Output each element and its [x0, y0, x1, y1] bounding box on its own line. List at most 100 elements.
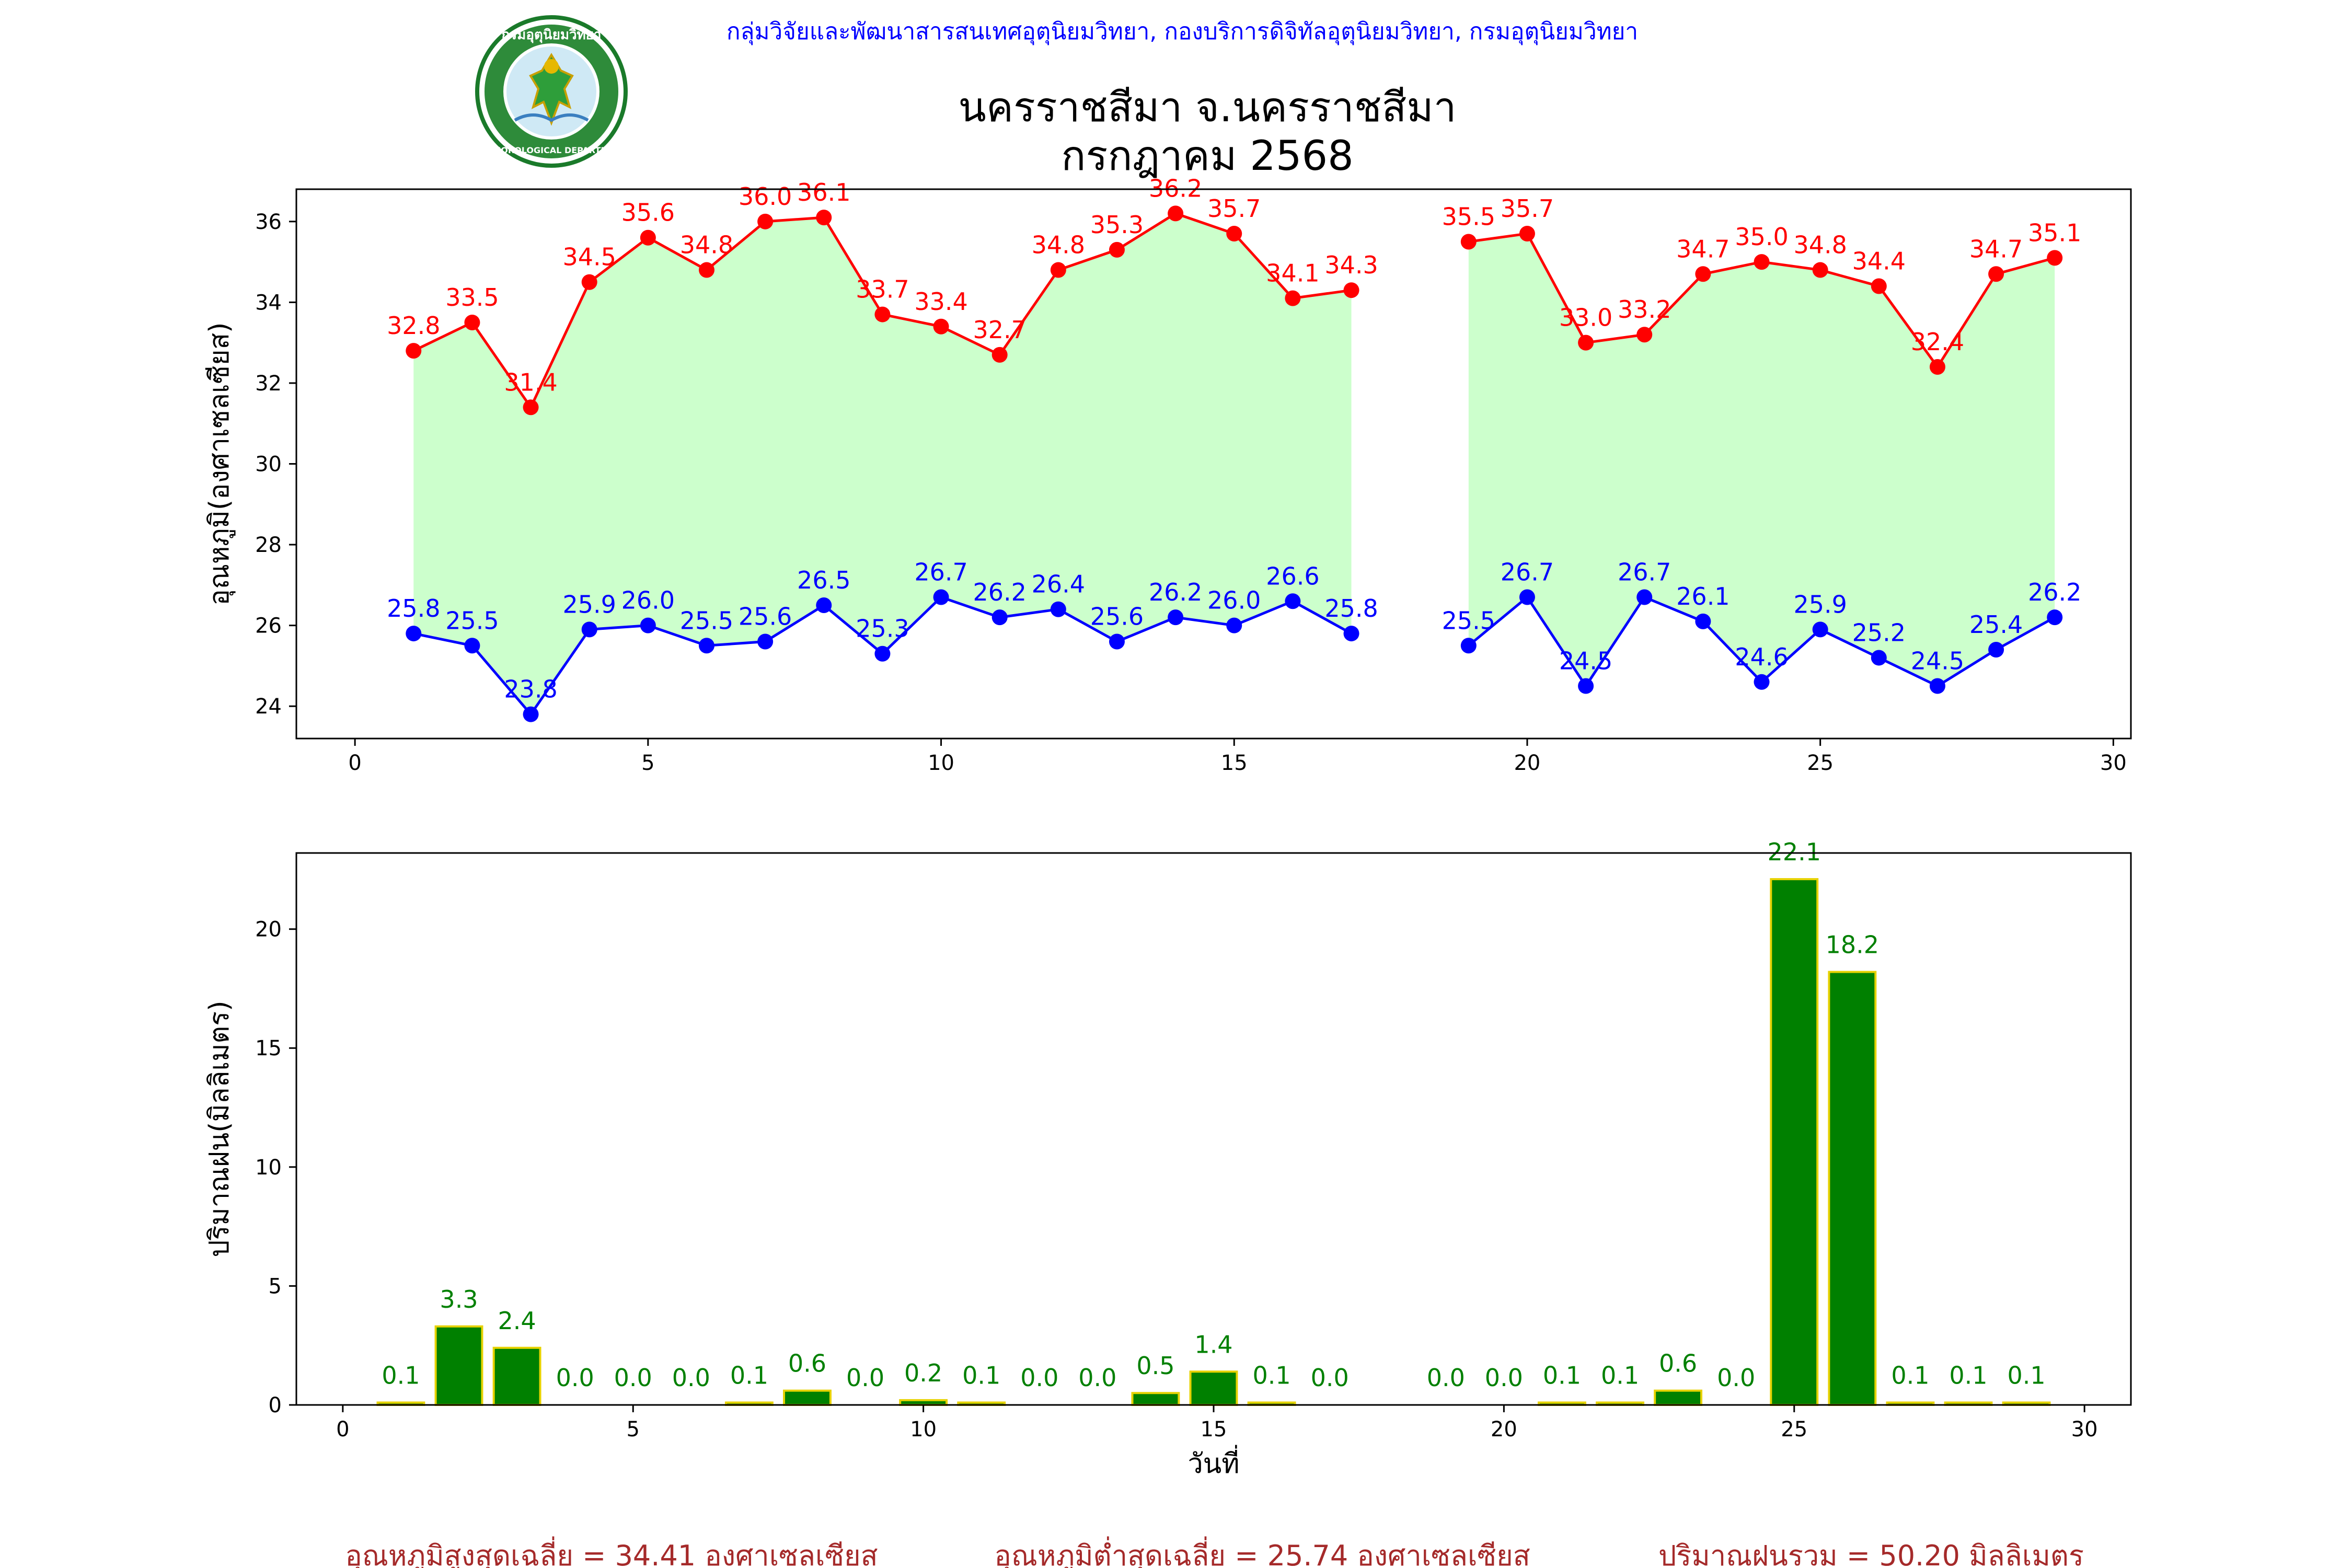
- min-temp-label: 24.5: [1911, 647, 1964, 675]
- min-temp-label: 25.9: [562, 590, 616, 618]
- max-temp-label: 32.8: [387, 312, 440, 340]
- min-temp-label: 25.8: [387, 594, 440, 622]
- rain-label: 0.1: [1252, 1361, 1290, 1389]
- temp-y-tick-label: 36: [255, 210, 282, 234]
- temp-y-tick-label: 24: [255, 695, 282, 719]
- rain-label: 0.0: [1485, 1364, 1523, 1392]
- max-temp-point: [1578, 335, 1594, 351]
- rain-label: 0.1: [730, 1361, 768, 1389]
- min-temp-point: [581, 621, 597, 638]
- rain-label: 0.1: [1891, 1361, 1929, 1389]
- max-temp-label: 33.0: [1559, 304, 1612, 332]
- rain-y-tick-label: 10: [255, 1156, 282, 1180]
- max-temp-point: [1050, 262, 1066, 278]
- rain-bar: [1131, 1392, 1180, 1406]
- min-temp-label: 25.5: [680, 606, 733, 635]
- rain-label: 0.0: [1078, 1364, 1116, 1392]
- max-temp-point: [1695, 266, 1711, 282]
- max-temp-point: [1109, 241, 1125, 258]
- rain-label: 18.2: [1826, 931, 1879, 959]
- min-temp-label: 25.5: [1442, 606, 1495, 635]
- min-temp-point: [640, 617, 656, 633]
- rain-label: 0.0: [1427, 1364, 1465, 1392]
- temp-x-tick-label: 25: [1807, 751, 1834, 775]
- max-temp-label: 33.5: [445, 283, 499, 312]
- max-temp-point: [1754, 254, 1770, 270]
- min-temp-point: [1050, 601, 1066, 617]
- rain-x-tick-label: 25: [1781, 1417, 1807, 1442]
- min-temp-point: [1754, 674, 1770, 690]
- max-temp-label: 36.2: [1149, 174, 1202, 202]
- rain-x-tick-label: 10: [910, 1417, 937, 1442]
- max-temp-label: 36.0: [739, 182, 792, 211]
- max-temp-point: [1343, 282, 1359, 298]
- temp-y-tick-label: 32: [255, 372, 282, 396]
- min-temp-point: [1285, 593, 1301, 609]
- max-temp-label: 35.5: [1442, 202, 1495, 230]
- temp-x-tick-label: 30: [2100, 751, 2127, 775]
- max-temp-label: 34.8: [1032, 231, 1085, 259]
- min-temp-point: [406, 626, 422, 642]
- rain-label: 0.1: [382, 1361, 420, 1389]
- max-temp-point: [933, 318, 949, 335]
- meteorological-department-logo: กรมอุตุนิยมวิทยา METEOROLOGICAL DEPARTME…: [475, 15, 628, 168]
- rain-x-tick-label: 0: [336, 1417, 349, 1442]
- temp-y-tick-label: 34: [255, 291, 282, 315]
- rain-bar: [783, 1389, 832, 1406]
- max-temp-point: [1460, 234, 1477, 250]
- max-temp-point: [991, 347, 1008, 363]
- rain-bar: [492, 1346, 541, 1406]
- min-temp-label: 26.7: [1501, 558, 1554, 586]
- max-temp-label: 34.1: [1266, 259, 1319, 287]
- max-temp-point: [757, 213, 774, 229]
- rain-label: 2.4: [498, 1307, 536, 1335]
- min-temp-label: 24.6: [1735, 643, 1788, 671]
- min-temp-point: [523, 706, 539, 722]
- max-temp-point: [698, 262, 714, 278]
- temperature-range-fill: [1468, 234, 2055, 686]
- max-temp-label: 34.8: [1793, 231, 1847, 259]
- min-temp-point: [1988, 641, 2004, 658]
- min-temp-point: [698, 638, 714, 654]
- min-temp-label: 26.2: [2028, 578, 2081, 606]
- org-line: กลุ่มวิจัยและพัฒนาสารสนเทศอุตุนิยมวิทยา,…: [727, 18, 1638, 45]
- min-temp-point: [874, 645, 891, 662]
- rain-label: 0.1: [1949, 1361, 1987, 1389]
- max-temp-label: 33.2: [1618, 295, 1671, 324]
- min-temp-point: [464, 638, 480, 654]
- footer-avg-min: อุณหภูมิต่ำสุดเฉลี่ย = 25.74 องศาเซลเซีย…: [994, 1536, 1530, 1568]
- temp-x-tick-label: 20: [1514, 751, 1540, 775]
- rain-label: 0.1: [1543, 1361, 1581, 1389]
- page-subtitle: กรกฎาคม 2568: [1061, 133, 1353, 180]
- max-temp-point: [816, 210, 832, 226]
- min-temp-label: 25.4: [1969, 610, 2023, 639]
- min-temp-label: 26.7: [914, 558, 967, 586]
- temp-x-tick-label: 15: [1221, 751, 1248, 775]
- rain-label: 1.4: [1194, 1330, 1232, 1358]
- max-temp-point: [1285, 290, 1301, 306]
- logo-text-top: กรมอุตุนิยมวิทยา: [501, 27, 601, 43]
- min-temp-label: 25.9: [1793, 590, 1847, 618]
- temp-y-axis-label: อุณหภูมิ(องศาเซลเซียส): [204, 322, 236, 606]
- max-temp-label: 35.7: [1501, 194, 1554, 223]
- max-temp-point: [1929, 359, 1945, 375]
- max-temp-point: [1871, 278, 1887, 294]
- max-temp-label: 33.4: [914, 287, 967, 316]
- min-temp-label: 26.2: [1149, 578, 1202, 606]
- min-temp-point: [933, 589, 949, 605]
- max-temp-label: 31.4: [504, 368, 557, 396]
- max-temp-label: 33.7: [856, 275, 909, 304]
- max-temp-label: 35.1: [2028, 218, 2081, 247]
- min-temp-label: 25.2: [1852, 618, 1906, 647]
- temp-x-tick-label: 0: [348, 751, 361, 775]
- min-temp-label: 26.0: [1207, 586, 1261, 615]
- max-temp-point: [1988, 266, 2004, 282]
- rain-label: 0.0: [846, 1364, 884, 1392]
- rain-x-tick-label: 20: [1491, 1417, 1517, 1442]
- rain-x-axis-label: วันที่: [1187, 1445, 1239, 1480]
- min-temp-label: 26.0: [621, 586, 675, 615]
- min-temp-point: [1519, 589, 1535, 605]
- min-temp-label: 26.2: [973, 578, 1026, 606]
- min-temp-point: [757, 633, 774, 650]
